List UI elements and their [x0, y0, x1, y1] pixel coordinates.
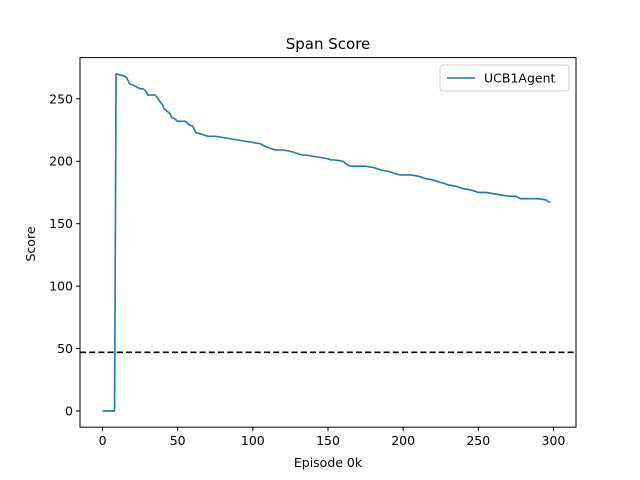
- y-tick-label: 100: [49, 279, 73, 294]
- y-tick-label: 200: [49, 154, 73, 169]
- x-tick-label: 300: [542, 433, 566, 448]
- x-tick-label: 150: [316, 433, 340, 448]
- legend-box: [439, 64, 570, 92]
- x-tick-label: 100: [241, 433, 265, 448]
- legend: UCB1Agent: [439, 64, 570, 92]
- y-axis-label: Score: [23, 226, 38, 261]
- series-line-0: [102, 73, 551, 412]
- x-tick-label: 0: [99, 433, 107, 448]
- y-tick-label: 50: [57, 341, 73, 356]
- x-tick-label: 250: [466, 433, 490, 448]
- y-tick-label: 150: [49, 216, 73, 231]
- x-axis-label: Episode 0k: [294, 455, 363, 470]
- y-tick-label: 250: [49, 91, 73, 106]
- x-tick-label: 200: [391, 433, 415, 448]
- y-tick-label: 0: [65, 403, 73, 418]
- chart-title: Span Score: [286, 35, 371, 53]
- legend-entry: UCB1Agent: [484, 71, 556, 86]
- plot-marks: [80, 73, 576, 412]
- x-tick-label: 50: [170, 433, 186, 448]
- axis-ticks: 0 50 100 150 200 250 300 0 50 100 150 200 250: [49, 91, 565, 448]
